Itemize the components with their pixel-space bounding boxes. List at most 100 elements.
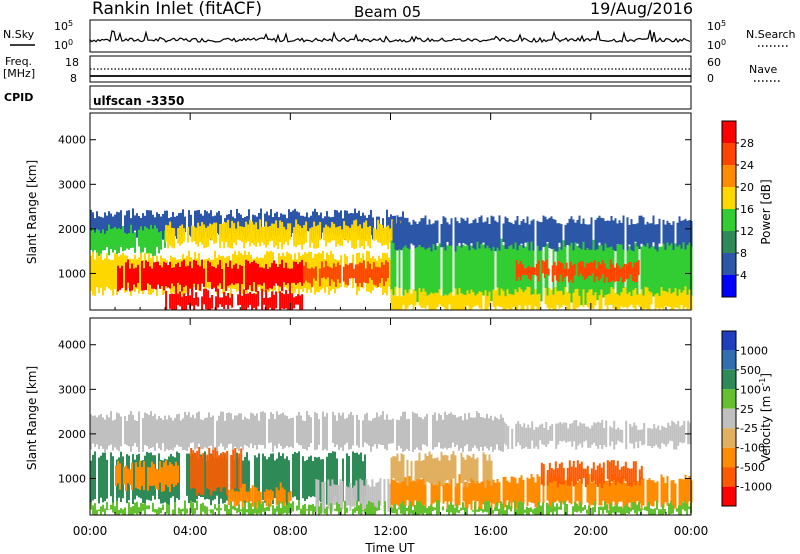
power-cell [668,243,671,305]
power-cell [229,297,232,306]
power-cell [174,216,176,237]
power-cell [240,214,242,233]
velocity-cell [538,502,540,515]
velocity-cell [434,480,437,503]
velocity-cell [369,486,372,507]
velocity-cell [542,502,544,515]
power-cell [126,233,128,249]
power-cell [207,290,210,310]
power-cell [340,210,342,234]
velocity-cell [398,479,401,508]
velocity-cell [525,427,528,447]
velocity-cell [227,489,230,506]
velocity-cell [422,478,425,505]
velocity-cell [254,502,256,514]
power-cell [159,265,161,289]
velocity-cell [112,420,114,451]
velocity-cell [230,413,232,444]
power-cell [684,286,687,308]
power-cell [534,289,537,307]
velocity-cell [256,413,258,450]
power-cell [134,215,136,231]
velocity-cell [322,411,324,451]
velocity-cell [254,455,256,506]
velocity-cell [616,460,619,482]
power-cell [436,220,439,243]
velocity-cell [462,502,464,510]
power-cell [351,224,354,248]
velocity-cell [450,476,453,503]
power-cell [297,264,299,284]
power-cell [450,218,453,246]
velocity-cell [352,415,354,446]
velocity-cell [180,509,182,515]
velocity-cell [580,476,583,505]
power-cell [544,288,547,305]
velocity-cell [681,425,684,444]
power-cell [354,264,357,283]
velocity-cell [274,508,276,515]
power-cell [640,215,643,244]
power-cell [217,288,220,308]
velocity-cell [316,413,318,450]
power-cell [249,219,252,247]
power-cell [352,268,355,279]
velocity-cell [626,473,629,510]
velocity-cell [243,483,246,501]
velocity-cell [166,419,168,450]
velocity-cell [474,417,476,446]
velocity-cell [288,418,290,448]
velocity-cell [362,509,364,512]
power-cell [201,259,203,284]
velocity-cell [152,416,154,448]
velocity-cell [226,450,229,496]
velocity-cell [272,414,274,452]
velocity-cell [178,413,180,447]
power-cell [650,241,653,300]
power-cell [572,292,575,310]
power-cell [658,246,661,304]
power-cell [179,225,182,246]
power-cell [670,293,673,310]
velocity-cell [308,456,310,497]
power-cell [556,291,559,305]
power-cell [368,263,371,278]
power-cell [666,220,669,243]
velocity-cell [524,509,526,513]
velocity-cell [578,463,581,480]
velocity-cell [279,482,282,504]
power-band-8 [515,259,640,283]
power-cell [622,215,625,250]
velocity-cell [436,478,439,501]
power-cell [526,286,529,310]
velocity-cell [654,508,656,515]
power-cell [633,262,636,283]
velocity-colorbar-tick-label: -100 [740,442,765,455]
velocity-cell [496,502,498,511]
velocity-cell [454,476,457,507]
velocity-cell [392,418,394,444]
power-cell [215,268,217,292]
velocity-cell [508,502,510,510]
velocity-cell [354,507,356,513]
velocity-cell [592,474,595,506]
power-cell [576,220,579,244]
velocity-cell [579,422,582,444]
power-cell [338,265,341,284]
velocity-cell [127,468,129,484]
velocity-cell [484,454,487,488]
power-cell [567,268,570,283]
velocity-cell [520,501,522,515]
power-cell [442,295,445,308]
power-cell [390,240,393,300]
velocity-cell [164,415,166,452]
velocity-cell [462,474,465,502]
power-cell [442,216,445,247]
velocity-cell [442,455,445,486]
velocity-ytick-label: 2000 [58,428,86,441]
power-cell [255,263,257,292]
velocity-cell [671,420,674,442]
velocity-cell [284,505,286,513]
power-cell [678,289,681,310]
